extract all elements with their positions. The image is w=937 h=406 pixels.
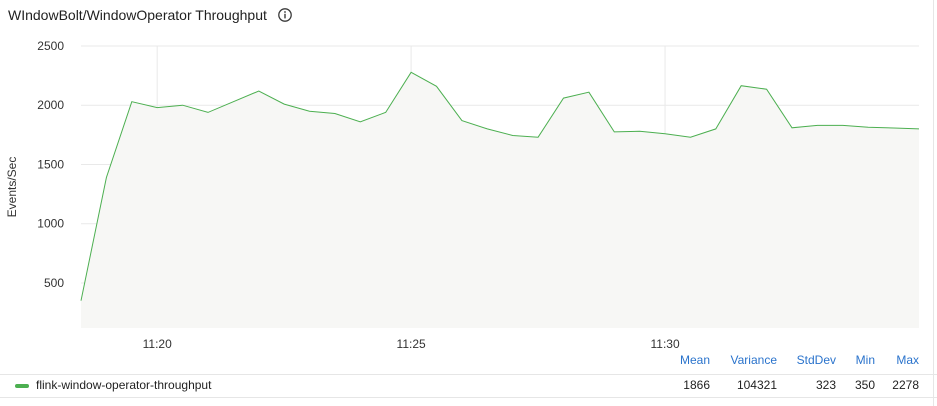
y-axis-label: Events/Sec [5, 157, 19, 218]
stat-header-variance[interactable]: Variance [730, 353, 777, 367]
y-tick-label: 1000 [37, 217, 64, 231]
stat-value-max: 2278 [892, 378, 919, 392]
stat-value-mean: 1866 [683, 378, 710, 392]
x-tick-label: 11:20 [143, 337, 172, 351]
y-tick-label: 2000 [37, 98, 64, 112]
legend-swatch [15, 384, 29, 388]
stat-header-mean[interactable]: Mean [679, 353, 710, 367]
series-line [80, 71, 920, 301]
panel-title: WIndowBolt/WindowOperator Throughput [8, 7, 267, 23]
series-area [81, 72, 919, 328]
stat-value-min: 350 [854, 378, 875, 392]
info-circle-icon[interactable] [277, 7, 293, 23]
stat-header-stddev[interactable]: StdDev [796, 353, 836, 367]
panel-header: WIndowBolt/WindowOperator Throughput [8, 5, 293, 25]
stat-header-max[interactable]: Max [896, 353, 919, 367]
y-tick-label: 500 [44, 276, 64, 290]
stat-value-stddev: 323 [815, 378, 836, 392]
x-tick-label: 11:30 [650, 337, 679, 351]
stat-value-variance: 104321 [736, 378, 777, 392]
y-tick-label: 1500 [37, 157, 64, 171]
stats-header: Mean Variance StdDev Min Max [0, 353, 937, 369]
stat-header-min[interactable]: Min [855, 353, 875, 367]
y-tick-label: 2500 [37, 39, 64, 53]
x-tick-label: 11:25 [397, 337, 426, 351]
legend-series-name[interactable]: flink-window-operator-throughput [36, 378, 212, 392]
legend-row[interactable]: flink-window-operator-throughput 1866 10… [0, 374, 937, 398]
panel-right-border [933, 0, 934, 406]
